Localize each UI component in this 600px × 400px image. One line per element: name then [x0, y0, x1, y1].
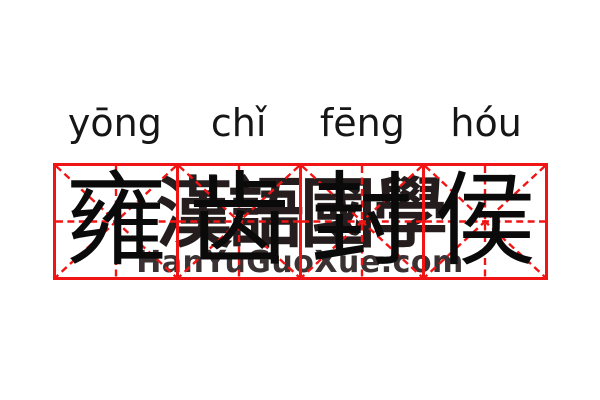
hanzi-character: 封 — [311, 161, 413, 281]
grid-cell: 侯 — [425, 166, 545, 277]
pinyin-syllable: chǐ — [210, 101, 267, 145]
grid-guides-icon — [425, 166, 545, 277]
grid-guides-icon — [56, 166, 176, 277]
grid-guides-icon — [302, 166, 422, 277]
hanzi-character: 侯 — [434, 161, 536, 281]
pinyin-syllable: fēng — [319, 101, 405, 145]
hanzi-character: 齿 — [188, 161, 290, 281]
pinyin-syllable: hóu — [450, 101, 522, 145]
pinyin-row: yōng chǐ fēng hóu — [53, 100, 548, 146]
grid-cell: 封 — [302, 166, 425, 277]
mizige-grid: 雍 齿 封 — [53, 163, 548, 280]
grid-guides-icon — [179, 166, 299, 277]
watermark-cjk-text: 漢語國學 — [156, 169, 448, 258]
grid-cell: 雍 — [56, 166, 179, 277]
grid-cell: 齿 — [179, 166, 302, 277]
pinyin-syllable: yōng — [67, 101, 162, 145]
hanzi-character: 雍 — [65, 161, 167, 281]
